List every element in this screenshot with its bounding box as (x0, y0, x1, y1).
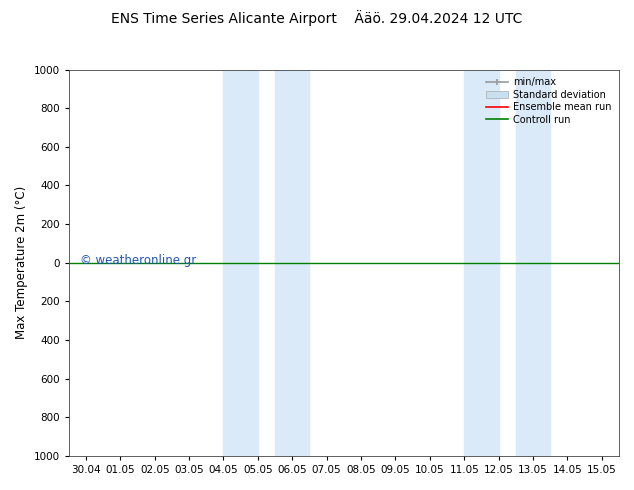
Bar (223, 70, 258, 456)
Bar (516, 70, 550, 456)
Y-axis label: Max Temperature 2m (°C): Max Temperature 2m (°C) (15, 186, 28, 340)
Bar (464, 70, 498, 456)
Legend: min/max, Standard deviation, Ensemble mean run, Controll run: min/max, Standard deviation, Ensemble me… (484, 74, 614, 127)
Text: © weatheronline.gr: © weatheronline.gr (80, 254, 196, 268)
Bar (275, 70, 309, 456)
Text: ENS Time Series Alicante Airport    Ääö. 29.04.2024 12 UTC: ENS Time Series Alicante Airport Ääö. 29… (112, 10, 522, 26)
